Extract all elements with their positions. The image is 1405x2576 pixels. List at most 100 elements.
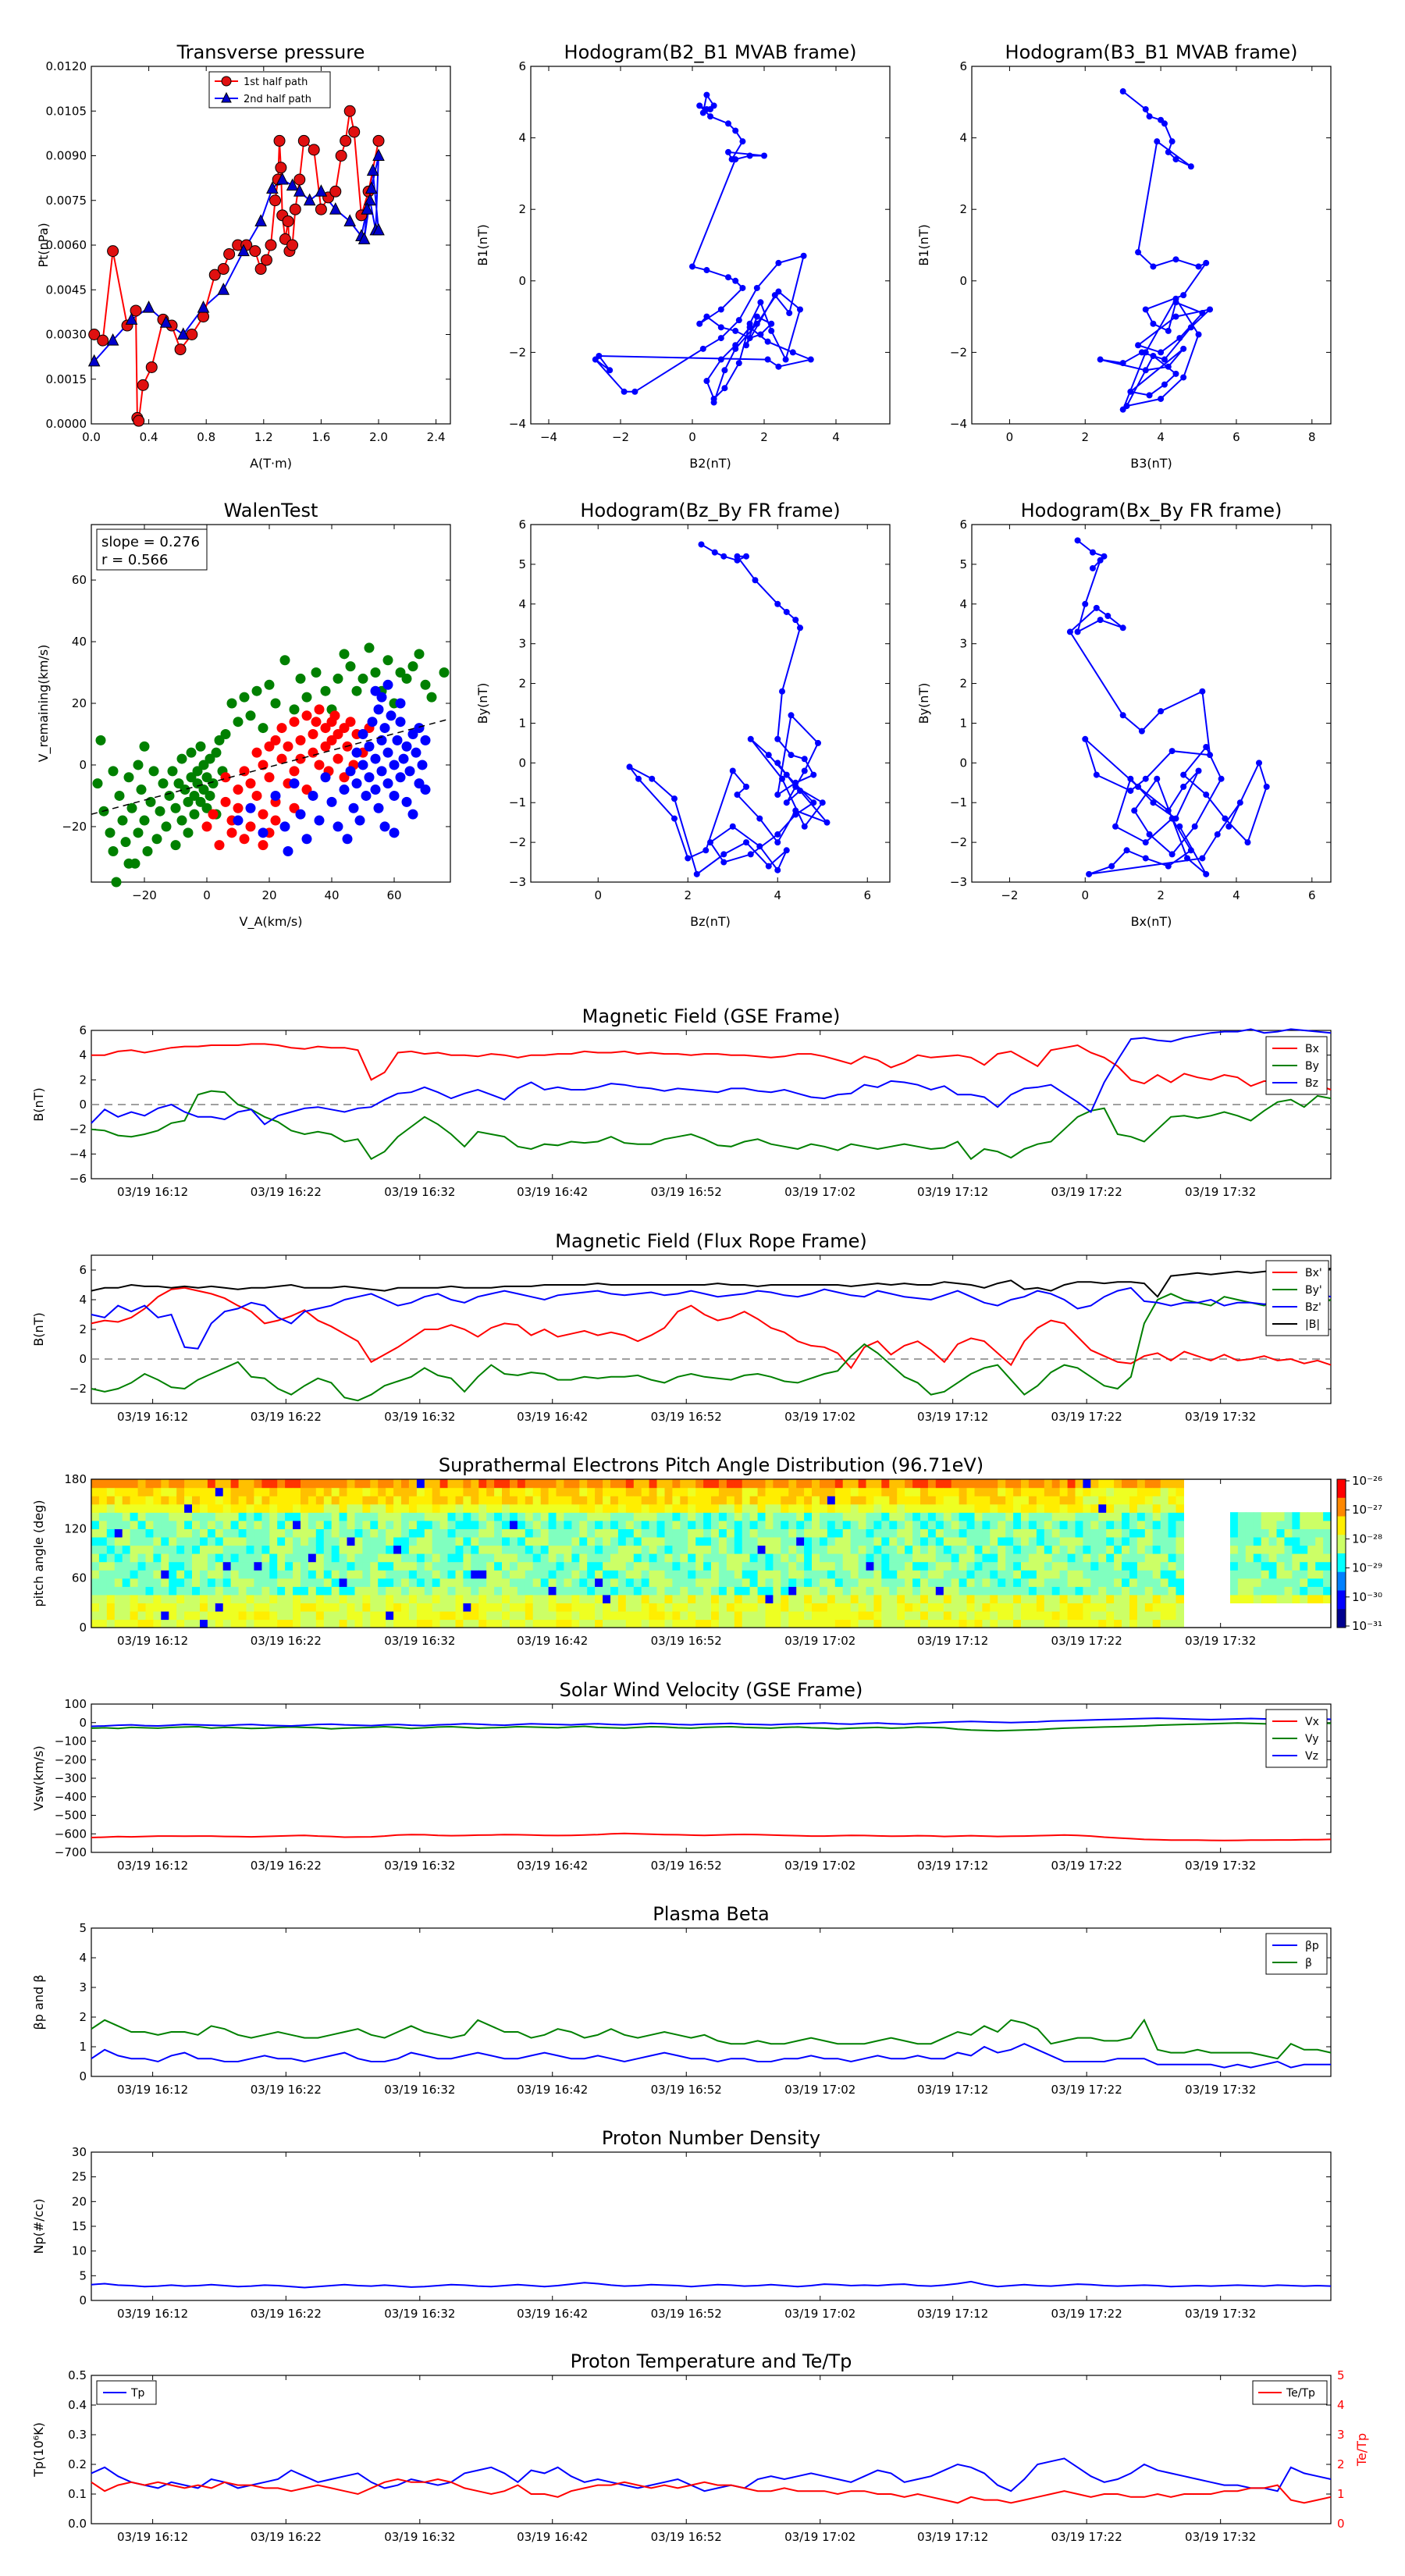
heatmap-cell [905,1586,913,1596]
heatmap-cell [773,1512,781,1521]
heatmap-cell [478,1520,487,1529]
heatmap-cell [269,1610,278,1621]
heatmap-cell [873,1545,882,1554]
hodogram-point [765,752,772,759]
heatmap-cell [633,1545,642,1554]
heatmap-cell [1059,1479,1069,1489]
walen-point-red [208,809,219,820]
heatmap-cell [1013,1545,1022,1554]
heatmap-cell [308,1570,317,1579]
heatmap-cell [1059,1545,1069,1554]
heatmap-cell [408,1578,418,1587]
heatmap-cell [1028,1545,1037,1554]
heatmap-cell [858,1603,867,1612]
heatmap-cell [788,1520,797,1529]
heatmap-cell [951,1520,960,1529]
heatmap-cell [494,1619,503,1628]
heatmap-cell [610,1545,619,1554]
hodogram-point [1154,775,1161,782]
heatmap-cell [556,1578,564,1587]
hodogram-point [1104,613,1112,620]
heatmap-cell [339,1603,348,1612]
heatmap-cell [781,1570,789,1579]
heatmap-cell [161,1561,169,1571]
heatmap-cell [866,1536,874,1546]
heatmap-cell [1144,1561,1154,1571]
y-tick-label: 5 [518,557,526,571]
time-tick-label: 03/19 16:32 [384,1859,455,1873]
hodogram-point [725,120,731,127]
heatmap-cell [254,1512,262,1521]
heatmap-cell [137,1586,147,1596]
colorbar-segment [1337,1609,1346,1628]
heatmap-cell [703,1603,712,1612]
heatmap-cell [959,1487,968,1496]
heatmap-cell [1098,1578,1107,1587]
heatmap-cell [912,1603,921,1612]
heatmap-cell [315,1586,325,1596]
heatmap-cell [633,1479,642,1489]
heatmap-cell [362,1545,371,1554]
heatmap-cell [812,1553,820,1563]
hodogram-point [774,735,781,742]
heatmap-cell [471,1503,479,1513]
heatmap-cell [192,1545,201,1554]
time-tick-label: 03/19 16:22 [251,1634,322,1648]
heatmap-cell [610,1479,619,1489]
heatmap-cell [323,1503,333,1513]
heatmap-cell [494,1603,503,1612]
hodogram-point [761,152,767,159]
panel-title: Magnetic Field (Flux Rope Frame) [555,1230,866,1252]
heatmap-cell [951,1512,960,1521]
heatmap-cell [401,1553,410,1563]
heatmap-cell [935,1603,944,1612]
hodogram-point [1168,748,1176,755]
heatmap-cell [974,1586,983,1596]
heatmap-cell [943,1610,952,1621]
heatmap-cell [1261,1570,1270,1579]
y-tick-label: 4 [79,1951,87,1965]
y-tick-label: 2 [79,1322,87,1336]
heatmap-cell [587,1512,596,1521]
colorbar-segment [1337,1479,1346,1499]
heatmap-cell [432,1520,441,1529]
time-tick-label: 03/19 16:42 [517,2307,588,2321]
heatmap-cell [695,1619,704,1628]
panel-title: Hodogram(B3_B1 MVAB frame) [1005,41,1298,63]
heatmap-cell [672,1512,681,1521]
heatmap-cell [1176,1619,1184,1628]
heatmap-cell [749,1520,759,1529]
heatmap-cell [610,1586,619,1596]
marker-2nd-half [372,222,385,236]
heatmap-cell [1307,1545,1316,1554]
heatmap-cell [1013,1610,1022,1621]
walen-point-green [208,778,219,789]
heatmap-cell [455,1528,464,1538]
heatmap-cell [1237,1570,1247,1579]
heatmap-cell [315,1503,325,1513]
heatmap-cell [796,1619,805,1628]
heatmap-cell [238,1619,247,1628]
heatmap-cell [184,1479,193,1489]
heatmap-cell [1021,1603,1030,1612]
heatmap-cell [308,1512,317,1521]
heatmap-cell [564,1536,572,1546]
walen-point-green [195,741,206,752]
heatmap-cell [1051,1594,1061,1603]
heatmap-cell [200,1487,208,1496]
time-tick-label: 03/19 16:42 [517,1185,588,1199]
heatmap-cell [486,1512,495,1521]
heatmap-cell [130,1570,139,1579]
heatmap-cell [889,1619,898,1628]
heatmap-cell [625,1578,635,1587]
heatmap-cell [1129,1619,1138,1628]
heatmap-cell [703,1503,712,1513]
heatmap-cell [571,1487,580,1496]
walen-point-red [276,753,287,764]
time-tick-label: 03/19 17:02 [784,1185,855,1199]
heatmap-cell [788,1487,797,1496]
heatmap-cell [301,1594,309,1603]
heatmap-cell [1261,1512,1270,1521]
heatmap-cell [927,1503,937,1513]
